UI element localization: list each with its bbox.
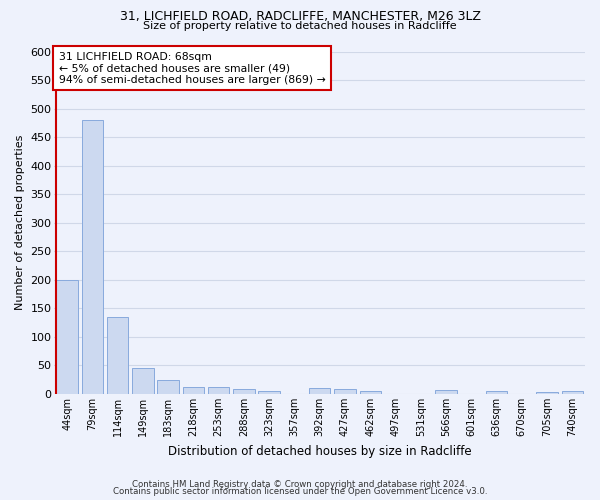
Bar	[536, 392, 558, 394]
Bar	[486, 391, 508, 394]
Bar	[334, 390, 356, 394]
Bar	[562, 391, 583, 394]
Y-axis label: Number of detached properties: Number of detached properties	[15, 135, 25, 310]
Bar	[182, 386, 204, 394]
Bar	[208, 387, 229, 394]
Text: Size of property relative to detached houses in Radcliffe: Size of property relative to detached ho…	[143, 21, 457, 31]
Bar	[157, 380, 179, 394]
Text: Contains HM Land Registry data © Crown copyright and database right 2024.: Contains HM Land Registry data © Crown c…	[132, 480, 468, 489]
Text: Contains public sector information licensed under the Open Government Licence v3: Contains public sector information licen…	[113, 487, 487, 496]
Bar	[82, 120, 103, 394]
Text: 31, LICHFIELD ROAD, RADCLIFFE, MANCHESTER, M26 3LZ: 31, LICHFIELD ROAD, RADCLIFFE, MANCHESTE…	[119, 10, 481, 23]
Bar	[359, 391, 381, 394]
Bar	[132, 368, 154, 394]
Bar	[233, 390, 254, 394]
X-axis label: Distribution of detached houses by size in Radcliffe: Distribution of detached houses by size …	[168, 444, 472, 458]
Text: 31 LICHFIELD ROAD: 68sqm
← 5% of detached houses are smaller (49)
94% of semi-de: 31 LICHFIELD ROAD: 68sqm ← 5% of detache…	[59, 52, 326, 84]
Bar	[56, 280, 78, 394]
Bar	[309, 388, 331, 394]
Bar	[436, 390, 457, 394]
Bar	[259, 391, 280, 394]
Bar	[107, 317, 128, 394]
